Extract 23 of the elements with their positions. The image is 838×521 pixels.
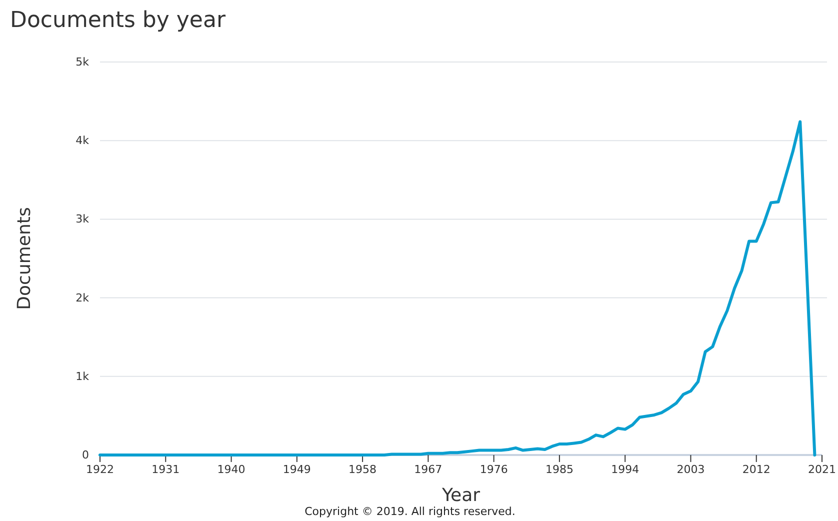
text: Copyright © 2019. All rights reserved. (304, 505, 516, 518)
y-tick-label: 5k (76, 56, 90, 69)
y-tick-label: 0 (82, 448, 89, 462)
x-tick-label: 1976 (480, 462, 508, 476)
y-tick-label: 3k (76, 212, 90, 226)
x-tick-label: 2003 (676, 462, 705, 476)
x-tick-label: 2012 (742, 462, 770, 476)
x-axis-title: Year (440, 485, 481, 506)
y-tick-label: 1k (76, 370, 90, 383)
x-tick-label: 1967 (414, 462, 442, 476)
x-tick-label: 2021 (808, 462, 836, 476)
x-tick-label: 1949 (282, 462, 311, 476)
chart-title: Documents by year (10, 8, 226, 33)
x-tick-label: 1931 (152, 462, 180, 476)
y-axis-title: Documents (14, 207, 35, 310)
x-tick-label: 1940 (217, 462, 246, 476)
y-tick-label: 2k (76, 291, 90, 304)
x-tick-label: 1922 (86, 462, 114, 476)
y-tick-label: 4k (76, 134, 90, 148)
line-series (98, 120, 816, 456)
x-tick-label: 1994 (611, 462, 640, 476)
x-tick-label: 1985 (545, 462, 574, 476)
x-tick-label: 1958 (348, 462, 377, 476)
